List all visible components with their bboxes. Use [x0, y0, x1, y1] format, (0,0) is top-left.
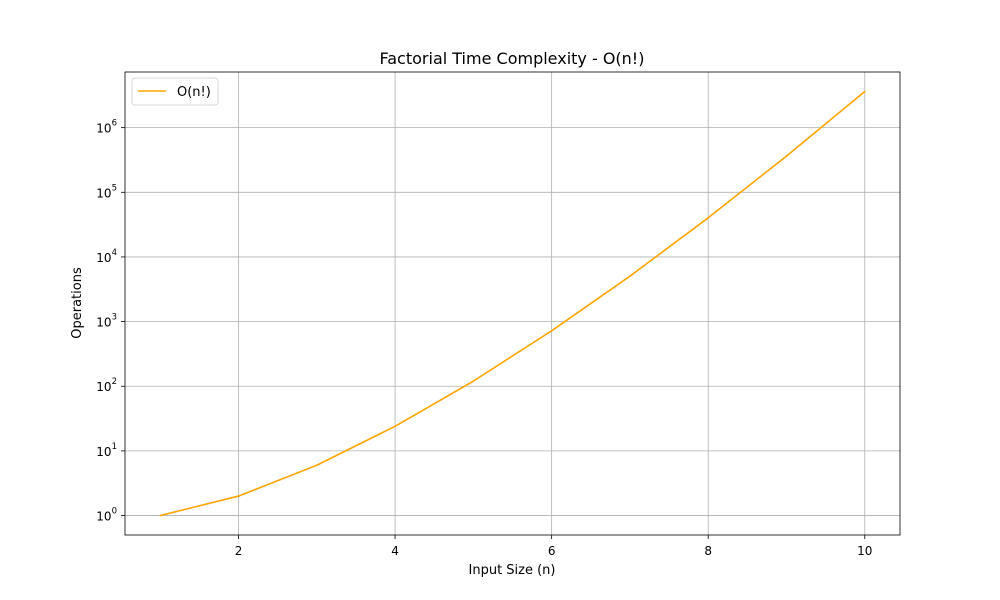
- y-tick-exponent: 3: [112, 313, 117, 323]
- y-tick-exponent: 5: [112, 183, 117, 193]
- y-tick-label: 104: [96, 248, 117, 265]
- y-tick-base: 10: [96, 186, 111, 200]
- y-tick-label: 103: [96, 313, 117, 330]
- y-tick-label: 105: [96, 183, 117, 200]
- plot-background: [125, 72, 900, 535]
- y-tick-label: 106: [96, 119, 117, 136]
- y-tick-base: 10: [96, 380, 111, 394]
- series-line: [160, 90, 866, 517]
- x-tick-label: 2: [235, 544, 243, 558]
- data-point: [785, 155, 788, 157]
- x-tick-label: 10: [857, 544, 872, 558]
- data-point: [315, 464, 318, 467]
- x-axis-label: Input Size (n): [469, 563, 556, 578]
- chart-title: Factorial Time Complexity - O(n!): [380, 49, 645, 68]
- x-tick-label: 6: [548, 544, 556, 558]
- data-point: [863, 90, 866, 93]
- data-point: [394, 425, 396, 428]
- x-axis-ticks: 2 4 6 8 10: [235, 535, 872, 558]
- y-tick-exponent: 6: [112, 119, 117, 129]
- grid: [125, 72, 900, 535]
- y-tick-label: 102: [96, 377, 117, 394]
- data-point: [550, 330, 553, 332]
- data-point: [159, 514, 162, 517]
- y-tick-base: 10: [96, 122, 111, 136]
- y-tick-base: 10: [96, 251, 111, 265]
- x-tick-label: 4: [391, 544, 399, 558]
- legend-label: O(n!): [177, 85, 211, 100]
- legend: O(n!): [131, 77, 219, 106]
- y-tick-exponent: 0: [112, 507, 117, 517]
- axes-frame: [124, 71, 901, 536]
- y-tick-label: 101: [96, 442, 117, 459]
- y-tick-base: 10: [96, 510, 111, 524]
- data-point: [472, 380, 475, 382]
- y-tick-exponent: 4: [112, 248, 117, 258]
- series-layer: [159, 90, 866, 517]
- data-point: [629, 275, 631, 277]
- y-tick-exponent: 2: [112, 377, 117, 387]
- y-tick-exponent: 1: [112, 442, 117, 452]
- legend-box: [131, 77, 219, 106]
- y-tick-label: 100: [96, 507, 117, 524]
- data-point: [237, 495, 240, 497]
- y-tick-base: 10: [96, 316, 111, 330]
- y-tick-base: 10: [96, 445, 111, 459]
- x-tick-label: 8: [704, 544, 712, 558]
- data-point: [707, 216, 710, 219]
- y-axis-label: Operations: [70, 267, 85, 339]
